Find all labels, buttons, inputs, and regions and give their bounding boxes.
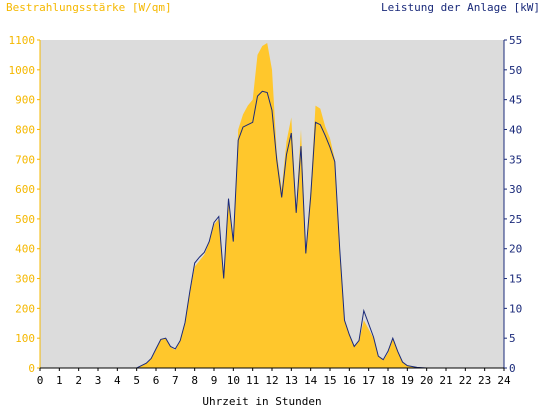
x-tick-label: 19 xyxy=(401,374,414,387)
x-tick-label: 0 xyxy=(37,374,44,387)
x-tick-label: 13 xyxy=(285,374,298,387)
left-tick-label: 1000 xyxy=(9,64,36,77)
left-tick-label: 900 xyxy=(15,94,35,107)
x-tick-label: 14 xyxy=(304,374,318,387)
left-tick-label: 600 xyxy=(15,183,35,196)
irradiance-area xyxy=(40,43,504,368)
left-tick-label: 100 xyxy=(15,332,35,345)
x-tick-label: 21 xyxy=(439,374,452,387)
right-tick-label: 20 xyxy=(509,243,522,256)
left-tick-label: 200 xyxy=(15,302,35,315)
x-tick-label: 23 xyxy=(478,374,491,387)
left-axis-title: Bestrahlungsstärke [W/qm] xyxy=(6,1,172,14)
left-tick-label: 0 xyxy=(28,362,35,375)
left-tick-label: 400 xyxy=(15,243,35,256)
right-tick-label: 30 xyxy=(509,183,522,196)
x-tick-label: 24 xyxy=(497,374,511,387)
x-tick-label: 7 xyxy=(172,374,179,387)
x-tick-label: 10 xyxy=(227,374,240,387)
x-axis-title: Uhrzeit in Stunden xyxy=(202,395,321,408)
right-tick-label: 40 xyxy=(509,123,522,136)
x-tick-label: 15 xyxy=(323,374,336,387)
x-tick-label: 8 xyxy=(191,374,198,387)
x-tick-label: 22 xyxy=(459,374,472,387)
right-tick-label: 15 xyxy=(509,273,522,286)
right-tick-label: 45 xyxy=(509,94,522,107)
right-tick-label: 50 xyxy=(509,64,522,77)
right-tick-label: 5 xyxy=(509,332,516,345)
x-tick-label: 12 xyxy=(265,374,278,387)
x-tick-label: 6 xyxy=(153,374,160,387)
left-tick-label: 500 xyxy=(15,213,35,226)
left-tick-label: 800 xyxy=(15,123,35,136)
x-tick-label: 11 xyxy=(246,374,259,387)
x-tick-label: 17 xyxy=(362,374,375,387)
power-line xyxy=(40,90,504,369)
x-tick-label: 9 xyxy=(211,374,218,387)
x-tick-label: 18 xyxy=(381,374,394,387)
right-tick-label: 55 xyxy=(509,34,522,47)
x-tick-label: 16 xyxy=(343,374,356,387)
right-tick-label: 0 xyxy=(509,362,516,375)
x-tick-label: 3 xyxy=(95,374,102,387)
right-tick-label: 25 xyxy=(509,213,522,226)
x-tick-label: 1 xyxy=(56,374,63,387)
right-tick-label: 35 xyxy=(509,153,522,166)
left-tick-label: 300 xyxy=(15,273,35,286)
x-tick-label: 4 xyxy=(114,374,121,387)
right-tick-label: 10 xyxy=(509,302,522,315)
x-tick-label: 5 xyxy=(133,374,140,387)
left-tick-label: 700 xyxy=(15,153,35,166)
right-axis-title: Leistung der Anlage [kW] xyxy=(381,1,540,14)
left-tick-label: 1100 xyxy=(9,34,36,47)
x-tick-label: 2 xyxy=(75,374,82,387)
x-tick-label: 20 xyxy=(420,374,433,387)
